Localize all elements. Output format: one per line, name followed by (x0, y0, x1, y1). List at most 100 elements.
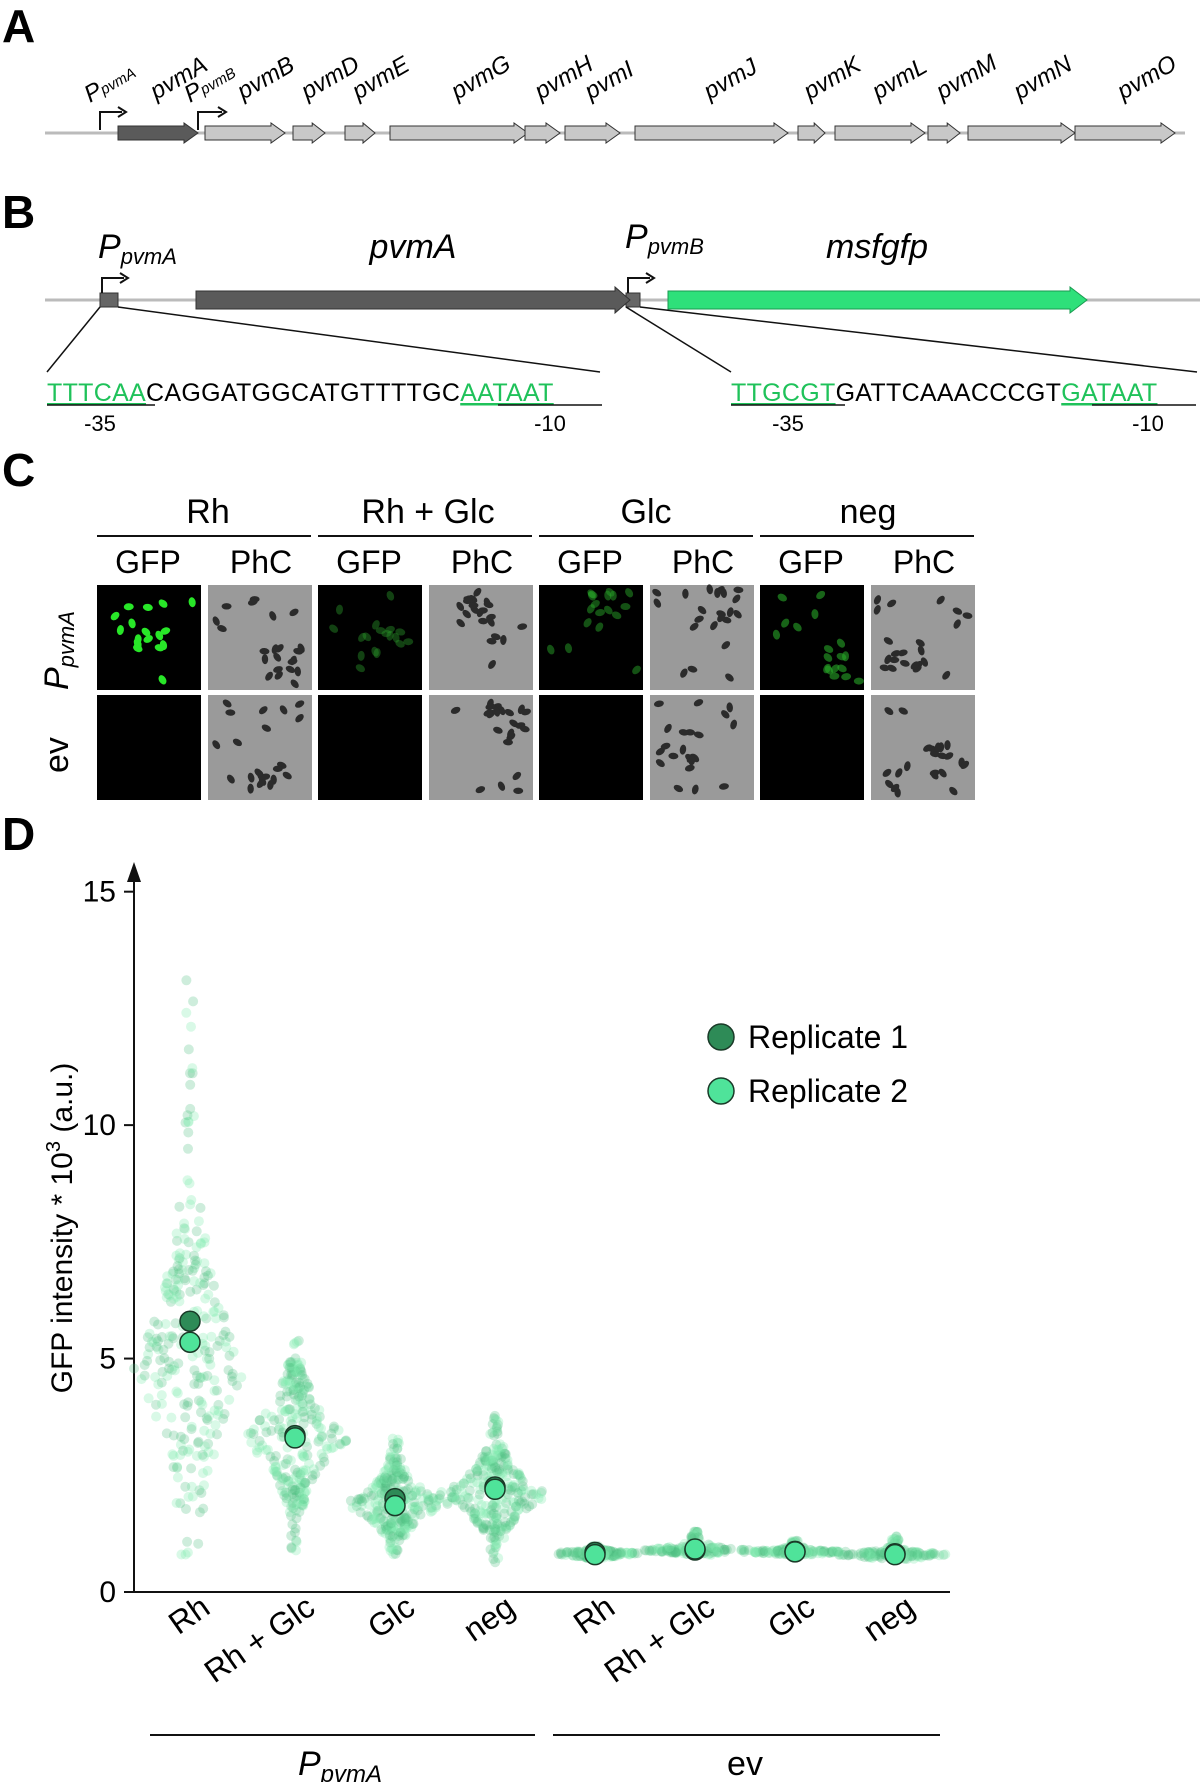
swarm-point (290, 1366, 301, 1377)
swarm-point (893, 1534, 904, 1545)
swarm-point (491, 1422, 502, 1432)
swarm-point (277, 1486, 288, 1496)
swarm-point (386, 1476, 397, 1487)
swarm-point (435, 1490, 446, 1501)
swarm-point (281, 1493, 292, 1504)
swarm-point (488, 1457, 499, 1468)
swarm-point (276, 1472, 287, 1483)
swarm-point (283, 1476, 294, 1487)
swarm-point (139, 1360, 150, 1370)
swarm-point (433, 1494, 444, 1505)
swarm-point (403, 1484, 414, 1495)
swarm-point (302, 1441, 312, 1452)
swarm-point (163, 1289, 174, 1300)
swarm-point (194, 1507, 205, 1518)
swarm-point (151, 1399, 161, 1410)
swarm-point (224, 1350, 235, 1361)
swarm-point (312, 1416, 322, 1427)
swarm-point (407, 1501, 418, 1512)
swarm-point (632, 1548, 643, 1559)
swarm-point (184, 1444, 195, 1455)
swarm-point (393, 1438, 404, 1449)
swarm-point (314, 1434, 325, 1445)
swarm-point (650, 1546, 661, 1557)
swarm-point (213, 1302, 224, 1313)
swarm-point (326, 1433, 337, 1444)
swarm-point (451, 1484, 462, 1495)
swarm-point (507, 1481, 518, 1492)
swarm-point (367, 1482, 378, 1493)
swarm-point (476, 1519, 487, 1530)
swarm-point (381, 1470, 392, 1481)
panel-a-gene-arrow-pvmM (927, 121, 961, 145)
swarm-point (465, 1473, 476, 1484)
swarm-point (516, 1485, 527, 1496)
swarm-point (299, 1496, 310, 1507)
replicate-means (179, 1310, 906, 1566)
swarm-point (423, 1494, 433, 1505)
panel-c-channel-phc-3: PhC (672, 544, 734, 580)
legend-marker-replicate-1 (707, 1023, 735, 1051)
swarm-point (232, 1380, 242, 1391)
swarm-point (372, 1506, 383, 1516)
swarm-point (475, 1484, 486, 1495)
swarm-point (819, 1547, 830, 1558)
swarm-point (490, 1462, 501, 1473)
swarm-point (203, 1411, 214, 1422)
panel-a-promoter-pvmA: PpvmA (80, 58, 141, 109)
swarm-point (386, 1518, 396, 1529)
swarm-point (392, 1437, 403, 1448)
swarm-point (614, 1547, 625, 1558)
swarm-point (354, 1494, 365, 1505)
y-tick-label: 15 (83, 876, 116, 909)
swarm-point (712, 1547, 723, 1558)
panel-a-gene-arrow-pvmA (117, 122, 199, 144)
swarm-point (316, 1449, 327, 1459)
swarm-point (710, 1545, 721, 1556)
panel-c-image-ppvma-rh-phc (208, 585, 312, 690)
swarm-point (328, 1423, 339, 1434)
swarm-point (366, 1490, 377, 1501)
swarm-0 (129, 975, 247, 1560)
swarm-point (656, 1546, 667, 1557)
swarm-point (504, 1481, 515, 1492)
swarm-point (672, 1545, 682, 1556)
swarm-point (418, 1500, 429, 1511)
swarm-point (459, 1478, 469, 1488)
swarm-point (266, 1425, 277, 1436)
swarm-point (928, 1548, 939, 1559)
swarm-point (393, 1531, 404, 1541)
swarm-point (508, 1469, 519, 1480)
swarm-point (396, 1515, 407, 1526)
swarm-point (508, 1515, 519, 1526)
swarm-point (647, 1544, 658, 1555)
swarm-point (387, 1474, 398, 1485)
swarm-point (713, 1547, 724, 1558)
swarm-point (280, 1377, 291, 1388)
swarm-point (556, 1547, 566, 1558)
swarm-point (290, 1485, 301, 1496)
swarm-point (458, 1478, 469, 1489)
swarm-point (469, 1513, 479, 1524)
swarm-point (278, 1376, 289, 1387)
swarm-point (489, 1430, 500, 1441)
swarm-point (400, 1514, 411, 1525)
swarm-point (819, 1546, 830, 1557)
swarm-point (624, 1549, 635, 1560)
swarm-point (322, 1444, 333, 1454)
swarm-point (187, 1491, 198, 1502)
swarm-point (398, 1473, 409, 1484)
swarm-point (156, 1398, 167, 1409)
panel-b-gene-pvmA-arrow (195, 285, 631, 315)
swarm-point (380, 1528, 391, 1539)
swarm-point (200, 1340, 211, 1351)
swarm-point (371, 1479, 381, 1490)
swarm-point (661, 1544, 672, 1555)
swarm-point (180, 1275, 191, 1286)
swarm-point (295, 1370, 306, 1381)
swarm-point (186, 1421, 197, 1432)
swarm-point (719, 1544, 730, 1555)
swarm-point (175, 1431, 186, 1442)
swarm-point (173, 1274, 184, 1285)
swarm-point (398, 1473, 409, 1484)
